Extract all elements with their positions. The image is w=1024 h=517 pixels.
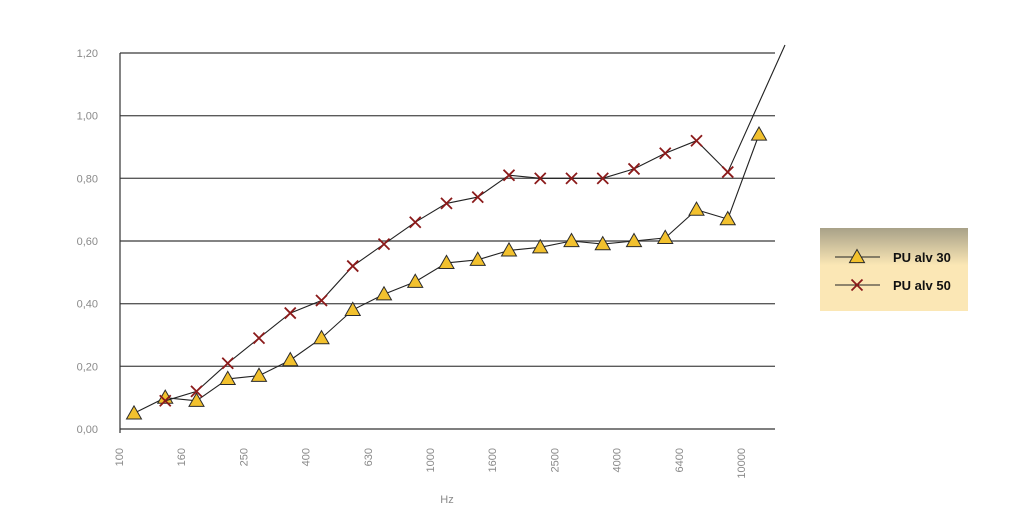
y-tick-label: 0,40 (77, 299, 98, 311)
data-point-x (690, 134, 703, 147)
data-point-triangle (563, 232, 580, 248)
data-point-triangle (625, 232, 643, 248)
series-1 (125, 125, 768, 420)
x-tick-label: 6400 (674, 448, 686, 472)
x-tick-label: 1000 (425, 448, 437, 472)
data-point-x (502, 169, 516, 182)
x-tick-label: 250 (238, 448, 250, 466)
data-point-triangle (719, 210, 737, 226)
axes: 0,00 0,20 0,40 0,60 0,80 1,00 1,20 100 160 250 400… (77, 48, 748, 479)
data-point-x (377, 237, 391, 251)
data-point-triangle (750, 125, 768, 141)
data-point-triangle (594, 235, 612, 251)
x-tick-label: 4000 (612, 448, 624, 472)
data-point-triangle (438, 254, 455, 270)
data-point-triangle (250, 367, 268, 382)
x-tick-label: 2500 (549, 448, 561, 472)
data-point-x (565, 172, 578, 185)
legend-x-icon (850, 278, 864, 292)
data-point-x (315, 294, 328, 307)
data-point-triangle (500, 241, 518, 257)
y-tick-label: 1,20 (77, 48, 98, 60)
y-tick-label: 0,80 (77, 173, 98, 185)
data-point-x (346, 259, 359, 273)
data-point-triangle (531, 238, 549, 254)
x-tick-label: 100 (114, 448, 126, 466)
series-2 (159, 44, 786, 407)
y-tick-label: 0,20 (77, 361, 98, 373)
legend: PU alv 30 PU alv 50 (820, 228, 968, 311)
data-point-triangle (375, 285, 393, 301)
x-tick-label: 400 (301, 448, 313, 466)
x-axis-title: Hz (440, 494, 453, 506)
data-point-x (627, 162, 641, 176)
data-point-x (221, 357, 234, 370)
data-point-x (721, 165, 734, 179)
legend-triangle-icon (848, 248, 866, 264)
data-point-triangle (469, 251, 487, 266)
data-point-triangle (281, 351, 299, 367)
legend-box (820, 228, 968, 311)
y-tick-label: 1,00 (77, 111, 98, 123)
data-point-x (534, 172, 547, 185)
series-line (165, 44, 786, 402)
x-tick-label: 630 (363, 448, 375, 466)
data-point-triangle (313, 329, 330, 345)
gridlines (120, 52, 775, 430)
data-point-x (659, 147, 672, 160)
legend-label: PU alv 50 (893, 278, 951, 293)
data-point-triangle (688, 201, 705, 216)
y-tick-label: 0,00 (77, 424, 98, 436)
data-point-triangle (188, 392, 205, 407)
data-point-x (252, 331, 266, 345)
series (125, 44, 786, 420)
legend-label: PU alv 30 (893, 250, 951, 265)
data-point-x (471, 190, 484, 204)
data-point-x (409, 216, 422, 229)
y-tick-label: 0,60 (77, 236, 98, 248)
x-tick-label: 1600 (487, 448, 499, 472)
data-point-x (284, 306, 297, 320)
data-point-triangle (219, 370, 237, 385)
data-point-triangle (125, 404, 143, 420)
x-tick-label: 10000 (736, 448, 748, 479)
data-point-triangle (656, 229, 674, 244)
x-tick-label: 160 (176, 448, 188, 466)
data-point-triangle (406, 273, 424, 288)
data-point-triangle (344, 301, 362, 317)
data-point-x (159, 394, 172, 407)
data-point-x (596, 172, 609, 185)
data-point-x (440, 197, 453, 210)
data-point-x (190, 385, 203, 398)
